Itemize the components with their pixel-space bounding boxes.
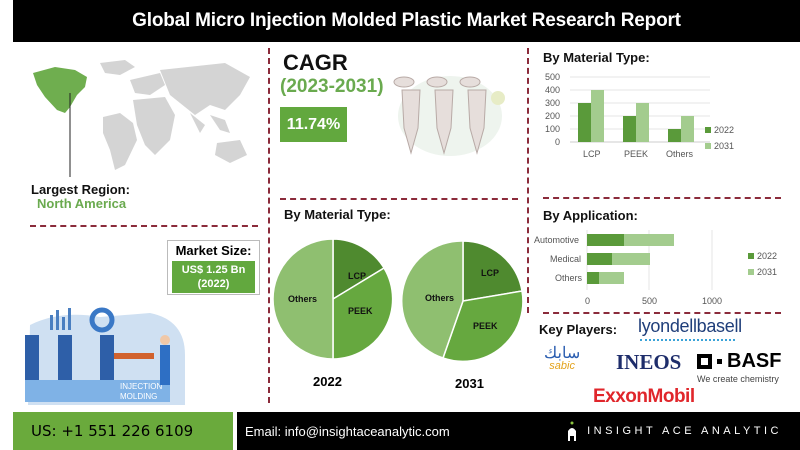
report-title: Global Micro Injection Molded Plastic Ma… [13, 0, 800, 42]
logo-ineos: INEOS [616, 350, 682, 374]
market-size-value: US$ 1.25 Bn [181, 264, 246, 276]
svg-text:400: 400 [545, 85, 560, 95]
application-title: By Application: [543, 208, 638, 223]
market-size-year: (2022) [197, 278, 230, 290]
svg-text:300: 300 [545, 98, 560, 108]
market-size-card: Market Size: US$ 1.25 Bn (2022) [167, 240, 260, 295]
logo-exxonmobil: ExxonMobil [593, 386, 695, 407]
svg-text:1000: 1000 [702, 296, 722, 306]
svg-text:MOLDING: MOLDING [120, 392, 157, 401]
svg-text:PEEK: PEEK [348, 306, 373, 316]
svg-text:Medical: Medical [550, 254, 581, 264]
legend-2031: 2031 [748, 264, 777, 280]
logo-lyondellbasell: lyondellbasell [638, 316, 742, 336]
svg-text:Others: Others [555, 273, 583, 283]
divider-region [30, 225, 258, 227]
svg-text:0: 0 [585, 296, 590, 306]
material-pie-title: By Material Type: [284, 207, 391, 222]
cagr-value: 11.74% [280, 107, 347, 142]
svg-text:100: 100 [545, 124, 560, 134]
divider-cagr [280, 198, 518, 200]
svg-text:Automotive: Automotive [534, 235, 579, 245]
material-bar-legend: 2022 2031 [705, 122, 734, 154]
svg-text:LCP: LCP [583, 149, 601, 159]
divider-left [268, 48, 270, 403]
largest-region-label: Largest Region: [31, 182, 130, 197]
divider-application [543, 312, 781, 314]
material-bar-chart: 500 400 300 200 100 0 LCP PEEK Others [545, 72, 710, 159]
legend-2022: 2022 [705, 122, 734, 138]
world-map [33, 60, 250, 177]
basf-dot-icon [717, 359, 722, 364]
svg-text:LCP: LCP [348, 271, 366, 281]
svg-text:PEEK: PEEK [624, 149, 648, 159]
svg-text:Others: Others [288, 294, 317, 304]
divider-right [527, 48, 529, 313]
svg-text:200: 200 [545, 111, 560, 121]
material-bar-title: By Material Type: [543, 50, 650, 65]
logo-basf: BASF We create chemistry [697, 350, 782, 384]
cagr-title: CAGR [283, 50, 348, 75]
market-size-value-box: US$ 1.25 Bn (2022) [172, 261, 255, 293]
logo-sabic: سابك sabic [544, 345, 581, 373]
pie-label-2022: 2022 [313, 374, 342, 389]
brand-logo: INSIGHT ACE ANALYTIC [567, 421, 782, 441]
svg-text:LCP: LCP [481, 268, 499, 278]
insight-ace-logo-icon [568, 421, 577, 441]
footer-phone[interactable]: US: +1 551 226 6109 [13, 412, 233, 450]
logo-lyondellbasell-marks [640, 338, 735, 341]
footer-bar: Email: info@insightaceanalytic.com INSIG… [237, 412, 800, 450]
injection-molding-illustration: INJECTION MOLDING [25, 307, 185, 405]
divider-material [543, 197, 781, 199]
svg-text:Others: Others [666, 149, 694, 159]
svg-text:PEEK: PEEK [473, 321, 498, 331]
market-size-label: Market Size: [175, 243, 252, 258]
largest-region-value: North America [37, 196, 127, 211]
svg-text:500: 500 [545, 72, 560, 82]
microtube-illustration [393, 76, 505, 156]
application-bar-chart: Automotive Medical Others 0 500 1000 [534, 230, 722, 306]
footer-email[interactable]: Email: info@insightaceanalytic.com [245, 423, 450, 439]
legend-2031: 2031 [705, 138, 734, 154]
svg-text:0: 0 [555, 137, 560, 147]
cagr-period: (2023-2031) [280, 76, 384, 97]
pie-chart-2022: LCP PEEK Others [272, 238, 394, 360]
application-legend: 2022 2031 [748, 248, 777, 280]
svg-text:INJECTION: INJECTION [120, 382, 162, 391]
pie-label-2031: 2031 [455, 376, 484, 391]
legend-2022: 2022 [748, 248, 777, 264]
key-players-label: Key Players: [539, 322, 618, 337]
basf-square-icon [697, 354, 712, 369]
svg-text:Others: Others [425, 293, 454, 303]
svg-text:500: 500 [642, 296, 657, 306]
north-america-highlight [33, 67, 87, 113]
pie-chart-2031: LCP PEEK Others [402, 240, 524, 362]
